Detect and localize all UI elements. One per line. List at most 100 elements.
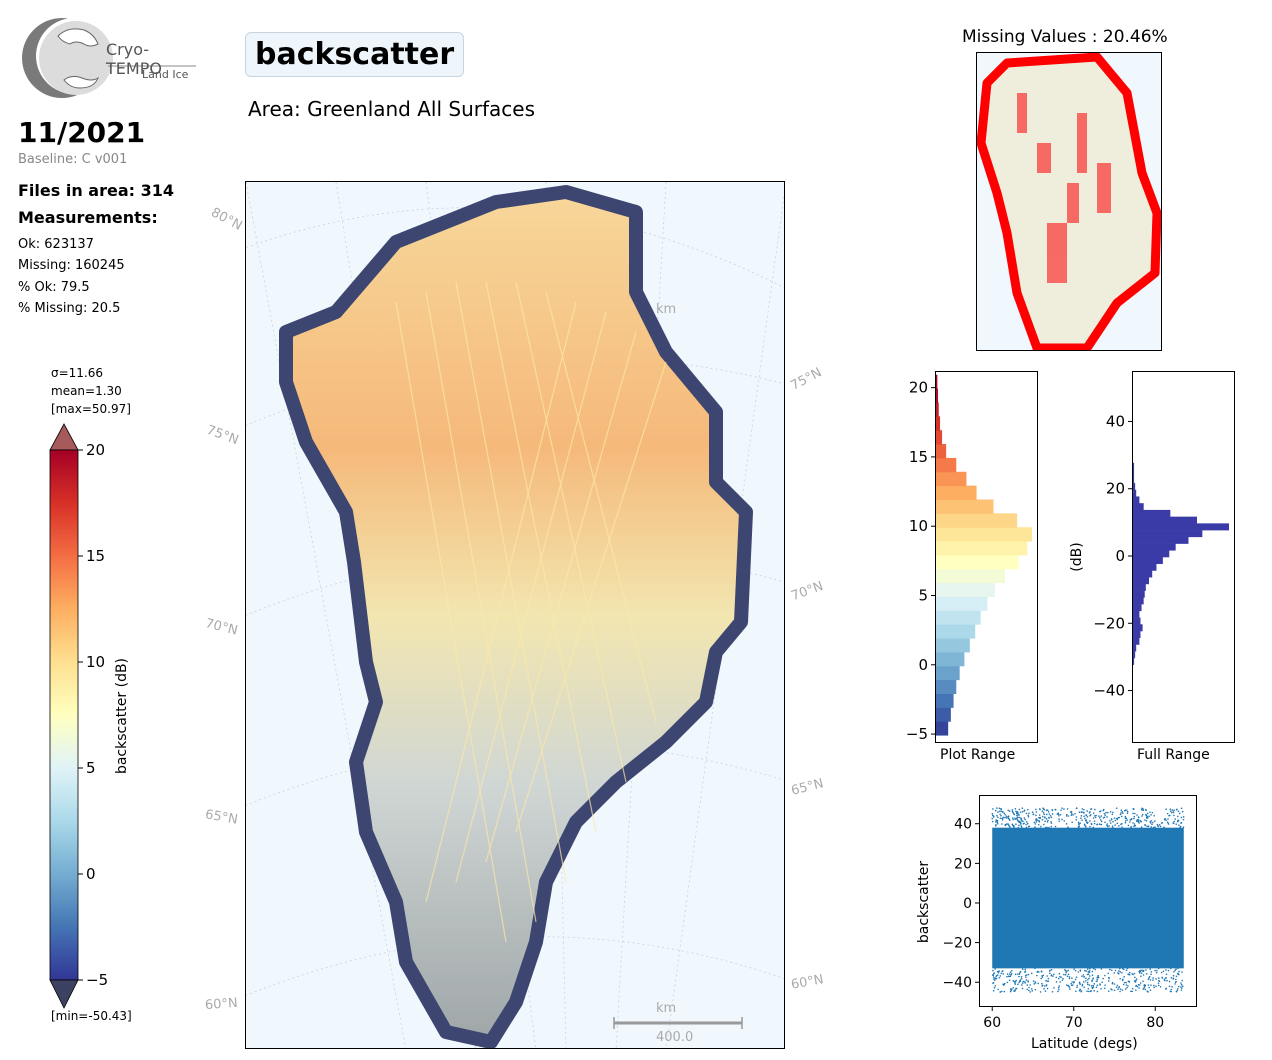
full-range-ylabel: (dB) [1069, 542, 1085, 572]
scatter-point [1138, 972, 1141, 974]
histogram-bar [1133, 610, 1140, 618]
scatter-point [1138, 822, 1140, 824]
histogram-bar [936, 499, 994, 514]
scatter-point [1014, 807, 1017, 810]
scatter-point [1157, 984, 1160, 987]
scatter-point [1086, 968, 1089, 970]
stat-missing: Missing: 160245 [18, 258, 125, 273]
scatter-point [1009, 990, 1012, 993]
full-range-yaxis: 40 20 0 −20 −40 [1093, 412, 1133, 700]
scatter-point [1141, 813, 1144, 816]
scatter-point [1066, 808, 1069, 810]
scatter-point [1009, 971, 1012, 973]
scatter-point [1119, 971, 1122, 973]
scatter-point [1086, 981, 1089, 984]
scatter-point [1034, 826, 1036, 828]
scatter-point [1102, 977, 1104, 980]
area-label: Area: Greenland All Surfaces [248, 97, 535, 121]
scatter-point [1055, 976, 1058, 979]
scatter-point [1050, 825, 1053, 828]
scatter-point [1181, 810, 1184, 813]
scatter-point [993, 986, 996, 989]
histogram-bar [1133, 530, 1203, 538]
scatter-point [1180, 983, 1183, 986]
scatter-point [1116, 822, 1119, 825]
histogram-bar [1133, 604, 1142, 612]
scatter-point [1001, 811, 1004, 813]
scatter-point [1143, 983, 1146, 986]
scatter-point [1017, 973, 1019, 975]
scatter-point [1167, 969, 1170, 972]
scatter-point [1134, 824, 1136, 827]
scatter-point [1009, 988, 1012, 990]
scatter-point [1178, 812, 1181, 815]
scatter-point [1028, 825, 1031, 828]
scatter-point [1112, 811, 1114, 814]
scatter-point [1140, 969, 1142, 972]
scatter-point [1036, 970, 1039, 973]
scatter-point [1170, 811, 1173, 814]
scatter-point [1092, 984, 1095, 987]
scatter-point [1021, 984, 1023, 986]
scatter-point [1132, 807, 1135, 810]
scatter-point [1083, 815, 1085, 818]
stat-pct-missing: % Missing: 20.5 [18, 301, 121, 316]
logo-subtitle: Land Ice [142, 68, 189, 81]
histogram-bar [1133, 624, 1143, 632]
scatter-point [1111, 969, 1113, 972]
scatter-point [1004, 823, 1007, 826]
scatter-point [1088, 977, 1090, 980]
scatter-point [1121, 971, 1123, 974]
scatter-point [1076, 986, 1078, 989]
scatter-point [1047, 819, 1049, 822]
scatter-point [1135, 989, 1137, 991]
scatter-point [1005, 815, 1008, 818]
scatter-point [997, 988, 999, 991]
scatter-point [1046, 975, 1048, 977]
scatter-point [1027, 980, 1030, 983]
scatter-point [1049, 972, 1051, 975]
scatter-point [1041, 818, 1044, 821]
histogram-bar [936, 541, 1028, 556]
scatter-point [1110, 818, 1113, 820]
colorbar-tick-label: 10 [86, 653, 105, 671]
scatter-point [1145, 809, 1147, 811]
scatter-point [1123, 981, 1126, 984]
scatter-point [1064, 974, 1067, 976]
greenland-outline [279, 185, 753, 1048]
scatter-point [1134, 981, 1137, 983]
scatter-point [1051, 813, 1054, 815]
histogram-bar [936, 638, 970, 653]
missing-map-title: Missing Values : 20.46% [962, 27, 1168, 47]
scatter-point [1133, 812, 1136, 815]
scatter-point [1065, 815, 1068, 817]
scatter-point [1051, 809, 1054, 812]
scatter-point [1080, 990, 1083, 992]
scatter-point [999, 813, 1001, 815]
scatter-point [1030, 972, 1033, 975]
scatter-point [1014, 989, 1017, 991]
scatter-point [1031, 811, 1034, 814]
scatter-point [1081, 819, 1083, 822]
scatter-point [1046, 809, 1049, 812]
scatter-point [1130, 825, 1133, 828]
histogram-bar [1133, 617, 1141, 625]
scatter-point [1144, 824, 1146, 826]
scatter-point [1062, 977, 1064, 980]
scatter-point [1095, 986, 1098, 988]
scatter-point [1085, 980, 1087, 982]
scatter-point [1137, 984, 1140, 986]
scatter-point [1133, 980, 1136, 982]
scatter-point [1000, 972, 1003, 975]
scatter-point [1148, 815, 1150, 818]
scatter-point [1082, 974, 1085, 976]
scatter-point [1025, 826, 1028, 829]
scatter-point [1004, 816, 1006, 819]
scatter-point [1071, 977, 1073, 979]
scatter-point [1033, 821, 1036, 824]
scatter-point [1150, 826, 1153, 828]
scatter-point [1028, 812, 1030, 815]
scatter-point [1180, 816, 1183, 819]
scatter-point [1091, 980, 1093, 983]
scatter-point [1010, 972, 1013, 975]
